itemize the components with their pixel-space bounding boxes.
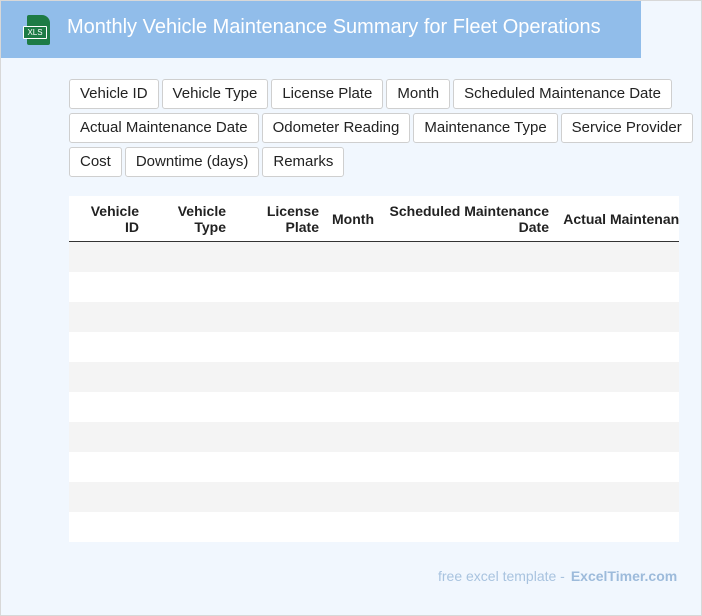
field-chip[interactable]: Maintenance Type [413, 113, 558, 143]
footer-link[interactable]: ExcelTimer.com [570, 568, 678, 584]
table-row [69, 421, 679, 452]
table-row [69, 481, 679, 512]
column-header: Actual Maintenance Date [556, 196, 679, 242]
field-chip[interactable]: Cost [69, 147, 122, 177]
column-header: Vehicle Type [146, 196, 233, 242]
field-chip[interactable]: Vehicle ID [69, 79, 159, 109]
table-container: Vehicle ID Vehicle Type License Plate Month… [69, 196, 679, 542]
field-chip[interactable]: Month [386, 79, 451, 109]
field-chip[interactable]: Service Provider [560, 113, 693, 143]
xls-icon: XLS [23, 15, 50, 45]
table-row [69, 361, 679, 392]
page-title: Monthly Vehicle Maintenance Summary for … [67, 16, 601, 38]
table-row [69, 452, 679, 482]
data-table: Vehicle ID Vehicle Type License Plate Month… [69, 196, 679, 542]
table-row [69, 272, 679, 302]
table-row [69, 392, 679, 422]
table-row [69, 332, 679, 362]
icon-label: XLS [23, 26, 47, 39]
column-header: License Plate [233, 196, 326, 242]
field-chip[interactable]: Odometer Reading [261, 113, 411, 143]
table-row [69, 241, 679, 272]
header-bar: XLS Monthly Vehicle Maintenance Summary … [1, 1, 641, 58]
table-row [69, 301, 679, 332]
field-chip[interactable]: Vehicle Type [161, 79, 269, 109]
footer-text: free excel template - [438, 568, 565, 584]
header-row: Vehicle ID Vehicle Type License Plate Month… [69, 196, 679, 242]
field-chip[interactable]: Actual Maintenance Date [69, 113, 259, 143]
field-list: Vehicle ID Vehicle Type License Plate Month… [69, 79, 694, 177]
column-header: Scheduled Maintenance Date [381, 196, 556, 242]
field-chip[interactable]: Scheduled Maintenance Date [453, 79, 672, 109]
column-header: Vehicle ID [69, 196, 146, 242]
table-row [69, 512, 679, 542]
column-header: Month [326, 196, 381, 242]
field-chip[interactable]: Downtime (days) [124, 147, 260, 177]
field-chip[interactable]: Remarks [262, 147, 345, 177]
field-chip[interactable]: License Plate [271, 79, 384, 109]
footer: free excel template - ExcelTimer.com [438, 568, 677, 584]
